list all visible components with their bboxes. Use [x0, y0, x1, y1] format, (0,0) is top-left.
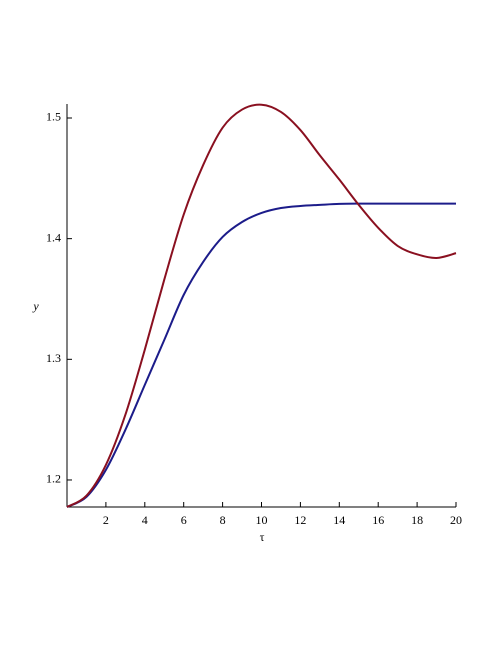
x-tick-label: 2: [103, 513, 109, 527]
x-tick-label: 12: [294, 513, 306, 527]
x-tick-label: 4: [142, 513, 148, 527]
x-tick-label: 10: [256, 513, 268, 527]
series-line: [66, 202, 456, 508]
y-tick-label: 1.5: [46, 110, 61, 124]
x-tick-label: 6: [181, 513, 187, 527]
x-tick-label: 20: [450, 513, 462, 527]
series-line: [66, 103, 457, 508]
x-tick-label: 8: [220, 513, 226, 527]
x-tick-label: 14: [333, 513, 345, 527]
x-tick-label: 18: [411, 513, 423, 527]
x-tick-label: 16: [372, 513, 384, 527]
y-tick-label: 1.4: [46, 230, 61, 244]
y-tick-label: 1.3: [46, 351, 61, 365]
y-tick-label: 1.2: [46, 472, 61, 486]
y-axis-label: y: [32, 299, 39, 313]
x-axis-label: τ: [260, 530, 265, 544]
